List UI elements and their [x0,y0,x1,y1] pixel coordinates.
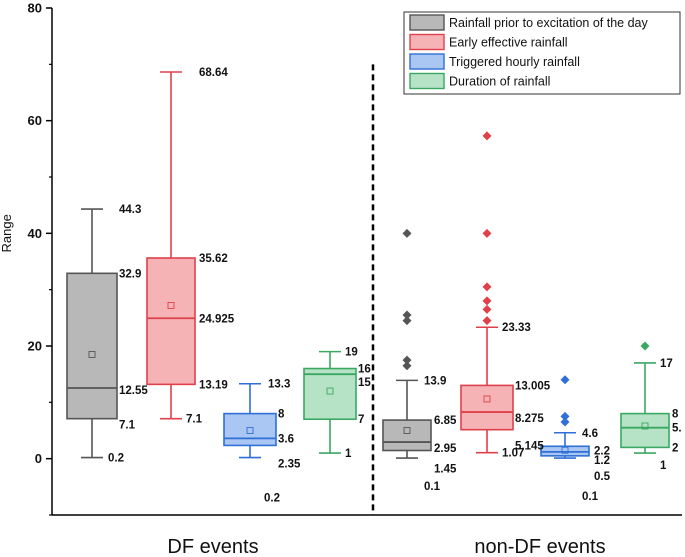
mean-marker [326,387,334,395]
legend-label: Duration of rainfall [449,75,550,89]
value-annotation: 3.6 [278,433,294,445]
box-1-1 [460,131,514,454]
value-annotation: 6.85 [434,415,457,427]
outlier-point [560,375,570,385]
iqr-box [146,257,196,386]
legend-label: Early effective rainfall [449,36,568,50]
value-annotation: 0.1 [582,491,599,503]
y-tick-label: 40 [28,226,42,241]
value-annotation: 35.62 [199,253,228,265]
box-2-1 [540,375,590,459]
value-annotation: 2 [672,442,678,454]
y-tick-label: 0 [35,451,42,466]
mean-marker [641,422,649,430]
box-1-0 [146,71,196,420]
iqr-box [620,412,670,449]
value-annotation: 68.64 [199,67,228,79]
value-annotation: 15 [358,377,371,389]
legend-label: Triggered hourly rainfall [449,55,580,69]
y-tick-label: 80 [28,1,42,16]
value-annotation: 2.35 [278,458,301,470]
mean-marker [246,427,254,434]
outlier-point [482,304,492,314]
iqr-box [460,384,514,431]
outlier-point [402,361,412,371]
legend-swatch [409,14,445,31]
value-annotation: 5. [672,423,682,435]
value-annotation: 13.005 [515,380,551,392]
legend-swatch [409,33,445,51]
value-annotation: 5.145 [515,441,544,453]
iqr-box [382,419,432,452]
value-annotation: 13.3 [268,379,290,391]
value-annotation: 2.95 [434,443,457,455]
legend: Rainfall prior to excitation of the day E… [403,11,681,95]
mean-marker [483,395,491,403]
box-0-1 [382,228,432,459]
value-annotation: 1.07 [502,448,524,460]
box-2-0 [223,382,277,459]
value-annotation: 0.1 [424,481,441,493]
legend-swatch [409,53,445,70]
outlier-point [402,316,412,326]
iqr-box [66,272,118,420]
value-annotation: 7.1 [119,420,136,432]
y-tick-label: 60 [28,113,42,128]
value-annotation: 8.275 [515,413,544,425]
outlier-point [560,411,570,421]
value-annotation: 24.925 [199,313,235,325]
mean-marker [88,351,96,358]
value-annotation: 16 [358,364,371,376]
value-annotation: 0.5 [594,471,611,483]
value-annotation: 1.2 [594,455,610,467]
outlier-point [482,228,492,238]
legend-swatch [409,72,445,90]
legend-frame [403,11,681,95]
value-annotation: 19 [345,347,358,359]
y-axis-title: Range [0,214,14,252]
value-annotation: 13.9 [424,375,446,387]
value-annotation: 7.1 [186,414,203,426]
legend-label: Rainfall prior to excitation of the day [449,16,648,30]
value-annotation: 44.3 [119,204,141,216]
mean-marker [167,301,175,309]
y-tick-label: 20 [28,339,42,354]
value-annotation: 12.55 [119,385,148,397]
value-annotation: 7 [358,414,364,426]
value-annotation: 13.19 [199,379,228,391]
outlier-point [482,131,492,141]
mean-marker [403,427,411,434]
value-annotation: 0.2 [108,453,124,465]
outlier-point [482,296,492,306]
value-annotation: 17 [660,358,673,370]
mean-marker [561,446,569,454]
outlier-point [402,228,412,238]
outlier-point [560,417,570,427]
x-category-label: DF events [167,536,258,557]
value-annotation: 1.45 [434,463,457,475]
outlier-point [482,316,492,326]
x-category-label: non-DF events [474,536,605,557]
value-annotation: 23.33 [502,322,531,334]
value-annotation: 32.9 [119,268,141,280]
box-0-0 [66,208,118,459]
value-annotation: 1 [345,448,352,460]
value-annotation: 0.2 [264,493,280,505]
value-annotation: 8 [278,409,285,421]
iqr-box [223,412,277,447]
outlier-point [482,282,492,292]
outlier-point [402,355,412,365]
value-annotation: 2.2 [594,445,610,457]
value-annotation: 4.6 [582,428,598,440]
outlier-point [640,341,650,351]
value-annotation: 8 [672,409,679,421]
value-annotation: 1 [660,460,667,472]
box-3-0 [303,350,357,454]
outlier-point [402,310,412,320]
box-3-1 [620,341,670,454]
